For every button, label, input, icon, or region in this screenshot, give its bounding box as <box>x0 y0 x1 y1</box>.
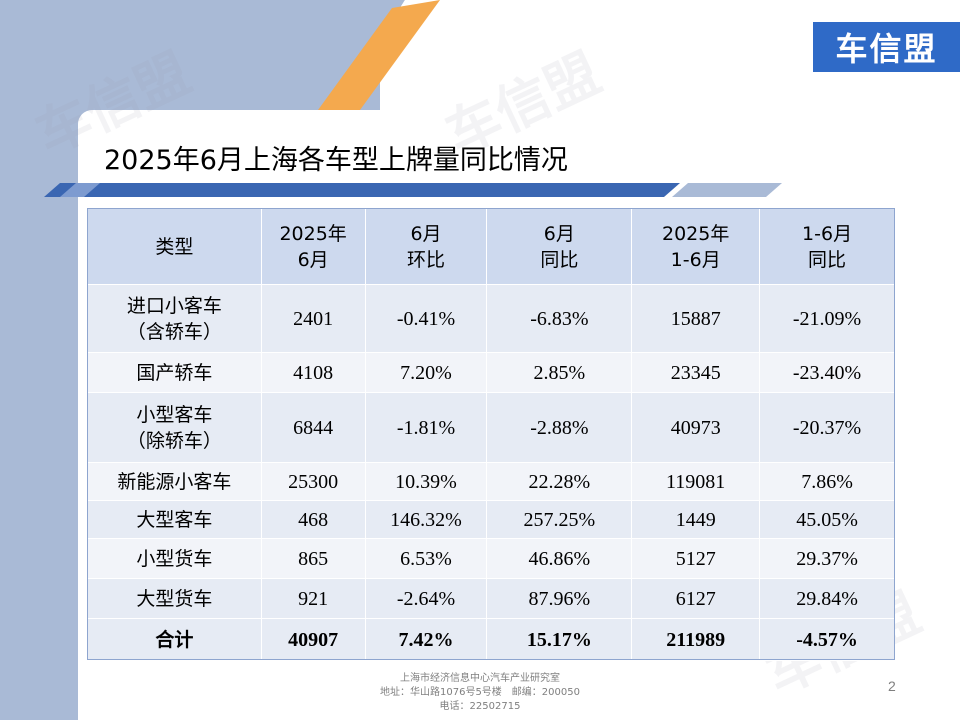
table-row: 小型货车 865 6.53% 46.86% 5127 29.37% <box>87 538 895 579</box>
title-underline-bar <box>44 183 782 197</box>
header-jan-jun-yoy: 1-6月 同比 <box>759 208 895 285</box>
page-number: 2 <box>888 678 896 694</box>
table-row: 新能源小客车 25300 10.39% 22.28% 119081 7.86% <box>87 462 895 501</box>
brand-logo: 车信盟 <box>813 22 960 72</box>
footer-address: 地址：华山路1076号5号楼 邮编：200050 <box>380 687 580 698</box>
header-type: 类型 <box>87 208 262 285</box>
header-june-2025: 2025年 6月 <box>260 208 366 285</box>
table-row: 大型客车 468 146.32% 257.25% 1449 45.05% <box>87 500 895 539</box>
registration-table: 类型 2025年 6月 6月 环比 6月 同比 2025年 1-6月 1-6月 同比 进口… <box>87 208 895 661</box>
footer-contact: 上海市经济信息中心汽车产业研究室 地址：华山路1076号5号楼 邮编：20005… <box>340 672 620 714</box>
table-row: 小型客车 （除轿车） 6844 -1.81% -2.88% 40973 -20.3… <box>87 392 895 463</box>
table-row: 进口小客车 （含轿车） 2401 -0.41% -6.83% 15887 -21.… <box>87 284 895 353</box>
table-header-row: 类型 2025年 6月 6月 环比 6月 同比 2025年 1-6月 1-6月 同比 <box>87 208 895 285</box>
table-row: 大型货车 921 -2.64% 87.96% 6127 29.84% <box>87 578 895 619</box>
table-total-row: 合计 40907 7.42% 15.17% 211989 -4.57% <box>87 618 895 661</box>
page-title: 2025年6月上海各车型上牌量同比情况 <box>104 145 568 176</box>
header-june-mom: 6月 环比 <box>364 208 488 285</box>
header-jan-jun-2025: 2025年 1-6月 <box>631 208 761 285</box>
footer-phone: 电话：22502715 <box>439 701 521 712</box>
footer-org: 上海市经济信息中心汽车产业研究室 <box>400 673 560 684</box>
header-june-yoy: 6月 同比 <box>486 208 633 285</box>
table-row: 国产轿车 4108 7.20% 2.85% 23345 -23.40% <box>87 352 895 393</box>
